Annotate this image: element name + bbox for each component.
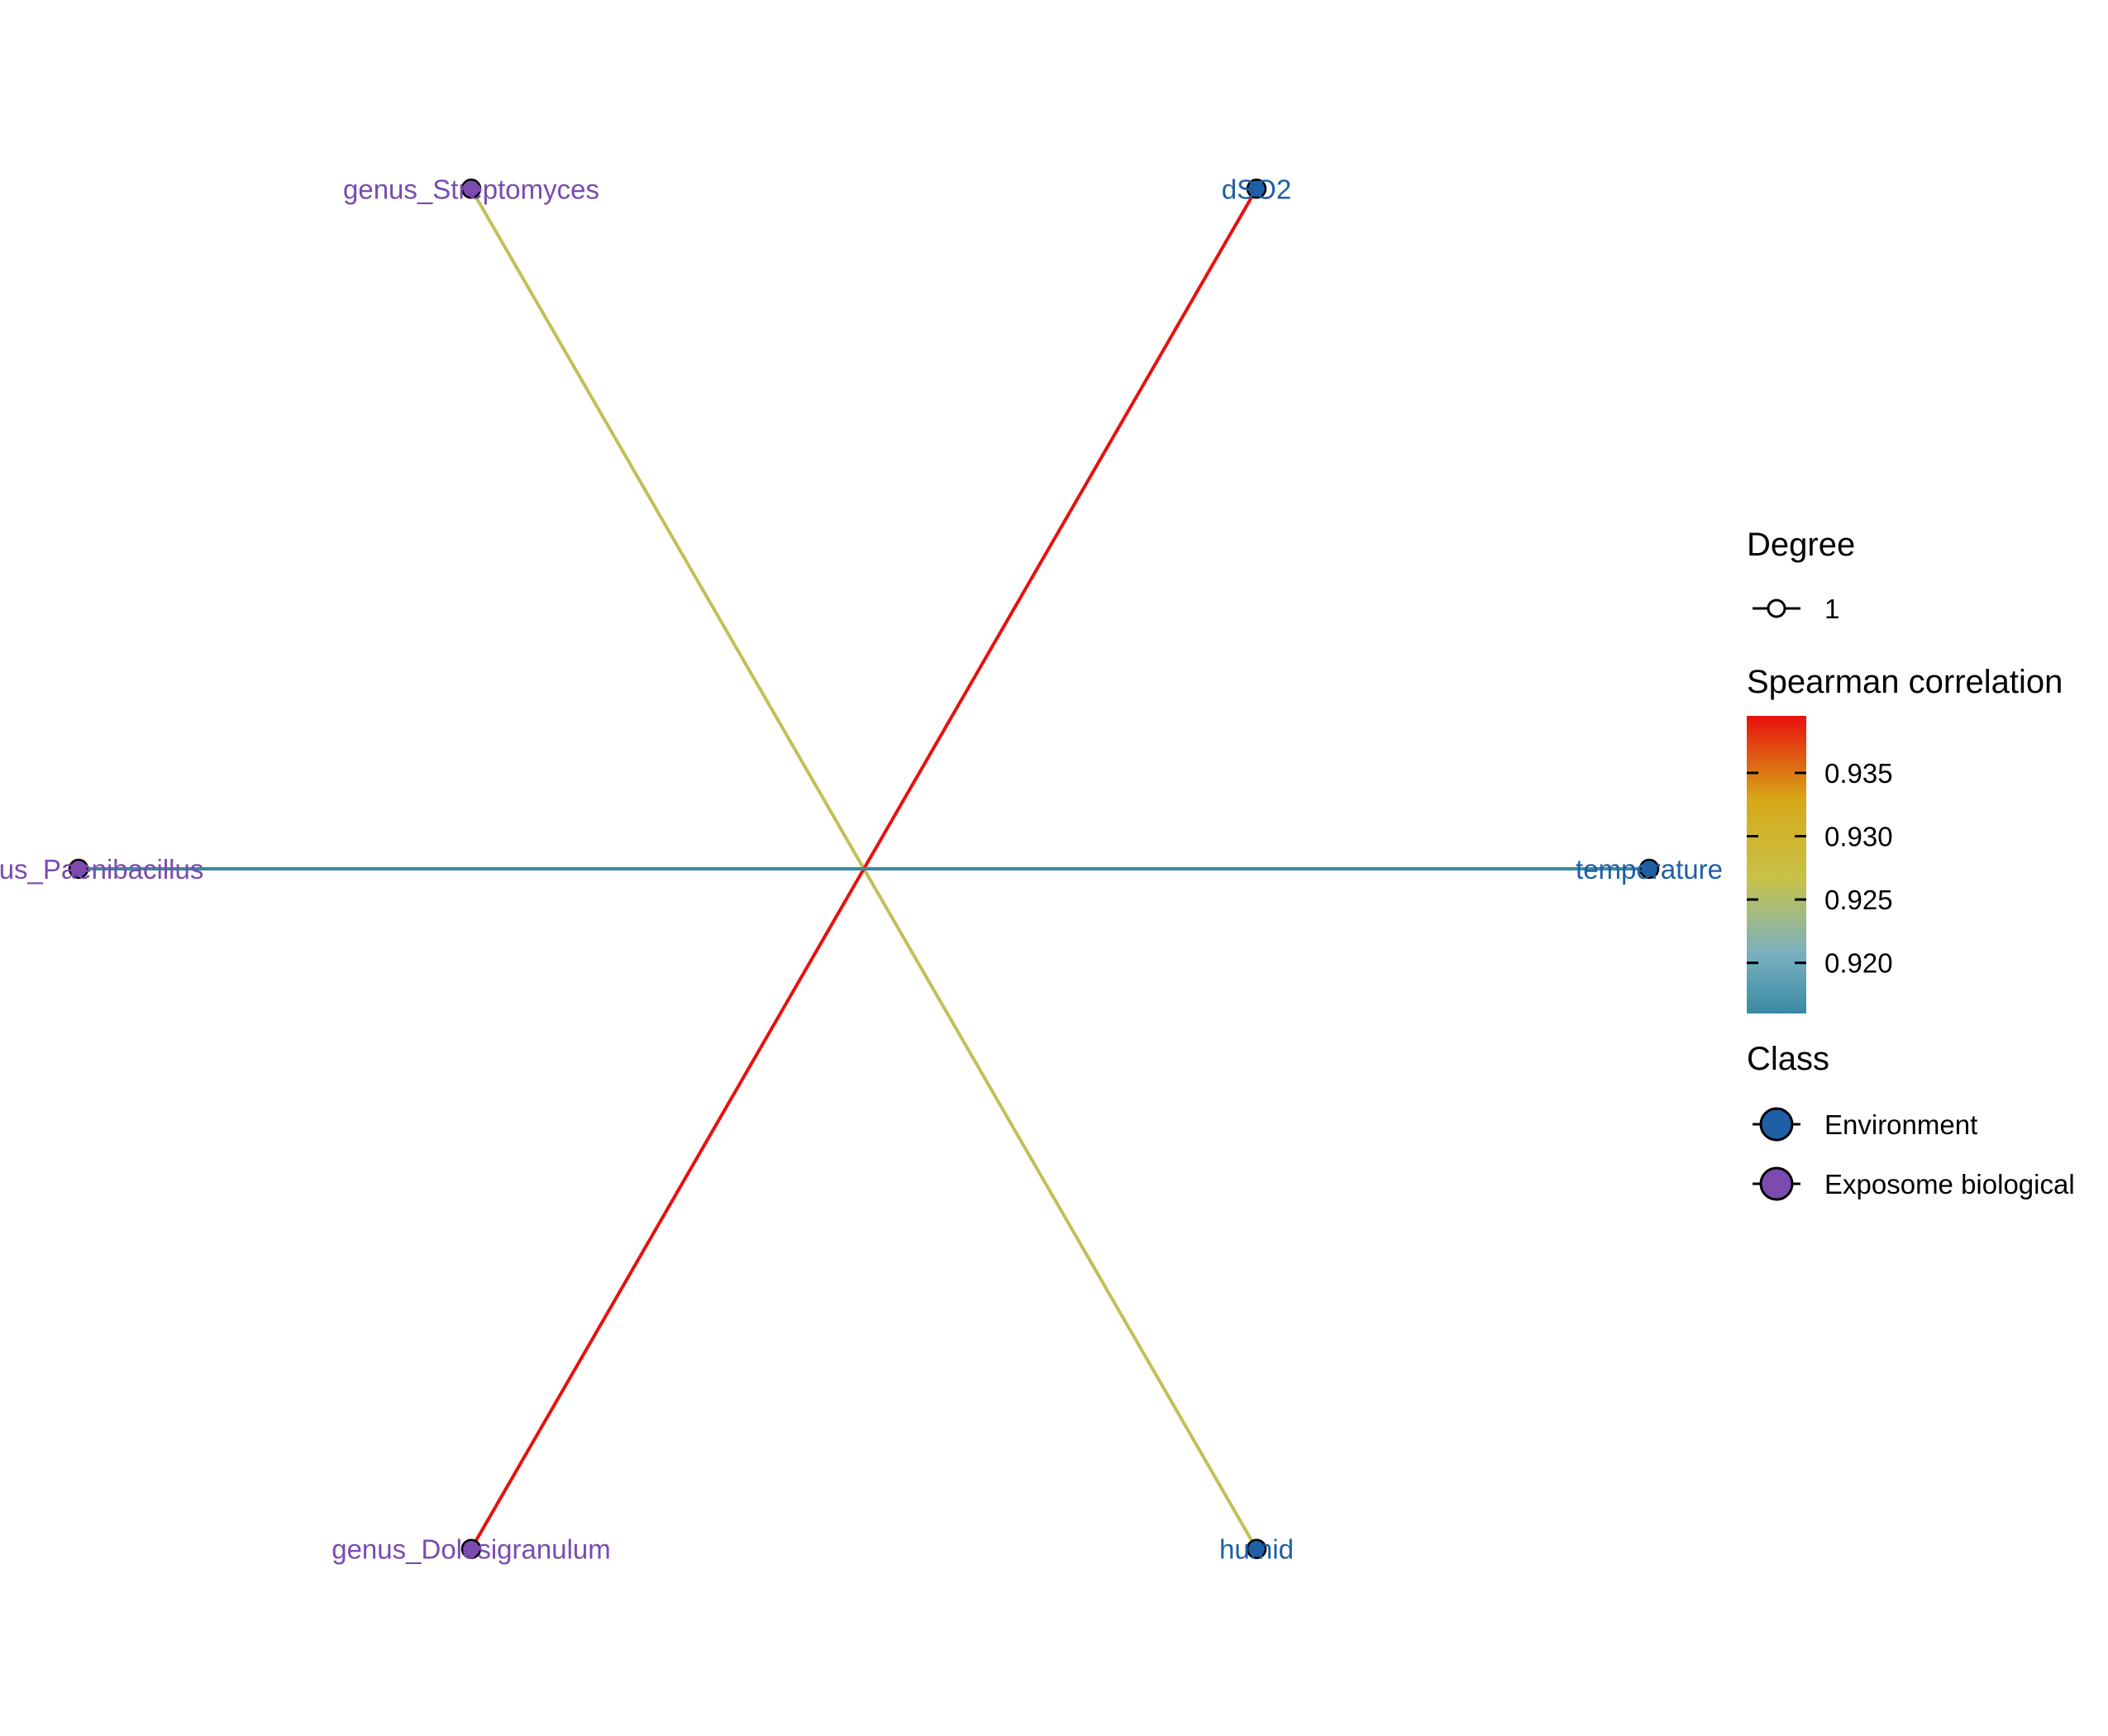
node-humid[interactable]: humid [1219, 1534, 1294, 1565]
node-label: temperature [1576, 854, 1723, 885]
legend-correlation: Spearman correlation 0.935 0.930 0.925 0.92… [1747, 664, 2063, 1013]
node-marker[interactable] [68, 858, 89, 880]
colorbar-tick-label: 0.925 [1824, 885, 1893, 915]
node-marker[interactable] [1638, 858, 1660, 880]
legend-class-item: Environment [1753, 1107, 1977, 1142]
legend-class: Class Environment Exposome biological [1747, 1041, 2075, 1201]
colorbar-tick-label: 0.935 [1824, 758, 1893, 789]
edge-layer [79, 188, 1649, 1550]
legend-class-symbol [1759, 1107, 1794, 1142]
node-dSO2[interactable]: dSO2 [1222, 174, 1291, 204]
legend-class-item: Exposome biological [1753, 1166, 2075, 1201]
legend-class-label: Environment [1824, 1109, 1977, 1140]
node-marker[interactable] [460, 1538, 482, 1559]
node-label: dSO2 [1222, 174, 1291, 204]
node-marker[interactable] [1246, 179, 1267, 199]
legend-degree-value: 1 [1824, 594, 1839, 624]
legend-class-symbol [1759, 1166, 1794, 1201]
node-marker[interactable] [1246, 1538, 1267, 1559]
node-label: humid [1219, 1534, 1294, 1565]
colorbar-tick-label: 0.930 [1824, 822, 1893, 852]
legend-degree-title: Degree [1747, 527, 1855, 563]
node-temperature[interactable]: temperature [1576, 854, 1723, 885]
colorbar [1747, 716, 1806, 1013]
legend-degree: Degree 1 [1747, 527, 1855, 624]
node-genus_Dolosigranulum[interactable]: genus_Dolosigranulum [331, 1534, 611, 1565]
node-genus_Paenibacillus[interactable]: genus_Paenibacillus [0, 854, 203, 885]
colorbar-ticks: 0.935 0.930 0.925 0.920 [1747, 758, 1893, 979]
node-label: genus_Paenibacillus [0, 854, 203, 885]
legend: Degree 1 Spearman correlation 0.935 0.930… [1747, 527, 2075, 1201]
node-label: genus_Dolosigranulum [331, 1534, 611, 1565]
legend-class-label: Exposome biological [1824, 1169, 2075, 1199]
legend-class-title: Class [1747, 1041, 1829, 1077]
node-layer: dSO2 temperature humid genus_Dolosigranulum… [0, 174, 1723, 1564]
colorbar-tick-label: 0.920 [1824, 948, 1893, 979]
legend-correlation-title: Spearman correlation [1747, 664, 2063, 700]
node-genus_Streptomyces[interactable]: genus_Streptomyces [343, 174, 599, 204]
node-marker[interactable] [460, 179, 482, 199]
legend-degree-symbol [1767, 599, 1786, 618]
node-label: genus_Streptomyces [343, 174, 599, 204]
